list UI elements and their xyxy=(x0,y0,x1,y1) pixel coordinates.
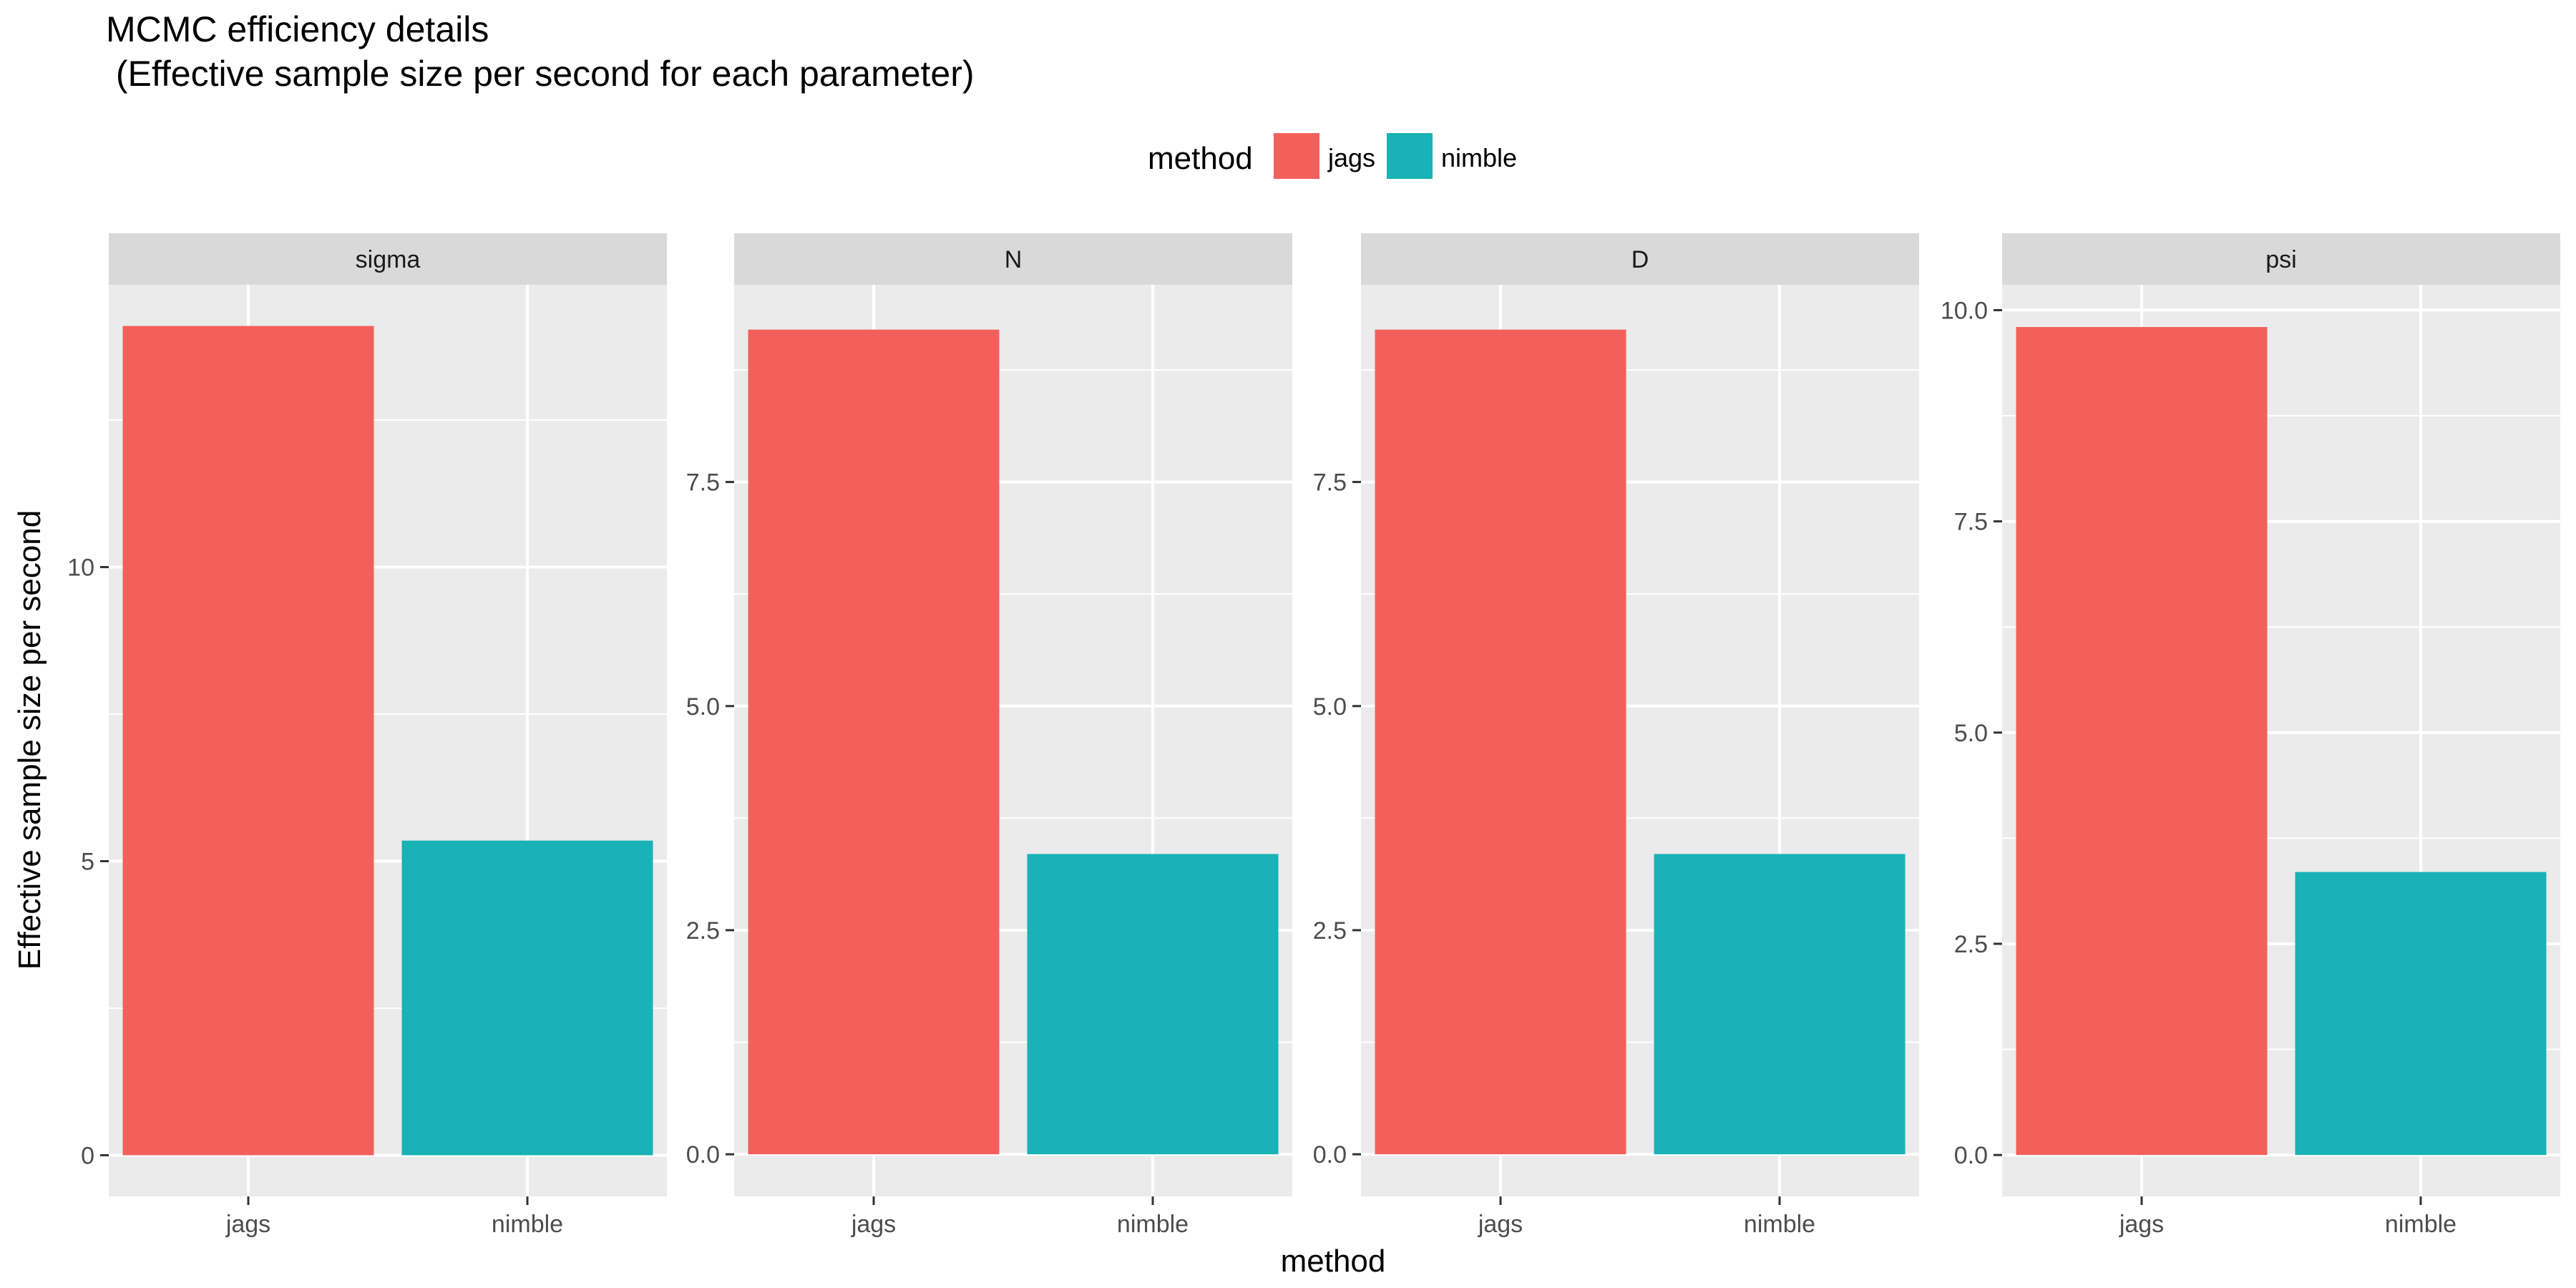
bar-N-nimble xyxy=(1027,854,1279,1155)
bar-sigma-nimble xyxy=(401,840,653,1156)
y-tick-label: 2.5 xyxy=(1313,917,1347,945)
y-tick-label: 10 xyxy=(67,555,94,582)
facet-panels: sigma 0 5 10 jags nimble N 0.0 2.5 5.0 7.5 jags nimb… xyxy=(67,233,2560,1238)
facet-strip xyxy=(2002,233,2560,285)
y-tick-label: 5.0 xyxy=(1954,720,1988,747)
facet-strip xyxy=(109,233,667,285)
x-tick-label: jags xyxy=(2119,1211,2164,1238)
y-axis-title: Effective sample size per second xyxy=(12,510,47,970)
facet-strip xyxy=(734,233,1292,285)
facet-strip xyxy=(1361,233,1919,285)
y-tick-label: 0.0 xyxy=(1313,1141,1347,1169)
legend-label-nimble: nimble xyxy=(1441,143,1517,172)
x-tick-label: jags xyxy=(225,1211,270,1238)
x-tick-label: nimble xyxy=(2385,1211,2457,1238)
bar-psi-nimble xyxy=(2295,872,2547,1156)
y-tick-label: 5.0 xyxy=(686,693,720,721)
bar-D-nimble xyxy=(1654,854,1906,1155)
y-tick-label: 7.5 xyxy=(1313,469,1347,497)
bar-sigma-jags xyxy=(122,326,374,1156)
y-tick-label: 7.5 xyxy=(686,469,720,497)
y-tick-label: 7.5 xyxy=(1954,509,1988,536)
x-tick-label: nimble xyxy=(1117,1211,1189,1238)
y-tick-label: 5 xyxy=(81,848,94,875)
legend-label-jags: jags xyxy=(1327,143,1375,172)
legend-title: method xyxy=(1148,141,1253,176)
chart-subtitle: (Effective sample size per second for ea… xyxy=(106,54,975,94)
y-tick-label: 0.0 xyxy=(1954,1142,1988,1169)
facet-panel-psi: psi 0.0 2.5 5.0 7.5 10.0 jags nimble xyxy=(1941,233,2560,1238)
x-tick-label: jags xyxy=(1478,1211,1523,1238)
facet-strip-label: sigma xyxy=(356,246,421,273)
facet-panel-D: D 0.0 2.5 5.0 7.5 jags nimble xyxy=(1313,233,1919,1238)
x-tick-label: nimble xyxy=(1744,1211,1815,1238)
x-axis-title: method xyxy=(1281,1244,1386,1279)
bar-psi-jags xyxy=(2016,327,2268,1156)
facet-strip-label: psi xyxy=(2265,246,2296,273)
y-tick-label: 2.5 xyxy=(686,917,720,945)
facet-panel-sigma: sigma 0 5 10 jags nimble xyxy=(67,233,667,1238)
y-tick-label: 5.0 xyxy=(1313,693,1347,721)
facet-strip-label: N xyxy=(1005,246,1023,273)
legend: method jags nimble xyxy=(1148,133,1517,179)
bar-D-jags xyxy=(1375,329,1626,1155)
x-tick-label: jags xyxy=(851,1211,896,1238)
x-tick-label: nimble xyxy=(492,1211,563,1238)
y-tick-label: 10.0 xyxy=(1941,297,1988,324)
legend-key-nimble xyxy=(1387,133,1433,179)
facet-panel-N: N 0.0 2.5 5.0 7.5 jags nimble xyxy=(686,233,1292,1238)
facet-strip-label: D xyxy=(1631,246,1649,273)
y-tick-label: 0.0 xyxy=(686,1141,720,1169)
y-tick-label: 0 xyxy=(81,1142,94,1169)
legend-key-jags xyxy=(1274,133,1319,179)
chart-title: MCMC efficiency details xyxy=(106,9,489,49)
y-tick-label: 2.5 xyxy=(1954,931,1988,958)
bar-N-jags xyxy=(748,329,1000,1155)
